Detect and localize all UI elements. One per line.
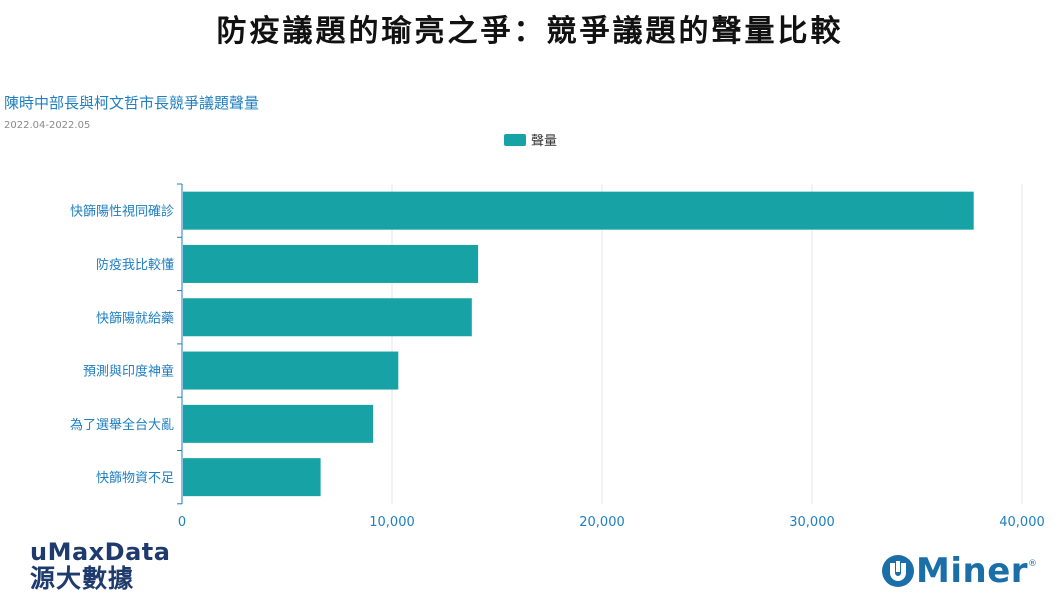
bar <box>183 298 472 337</box>
bar <box>183 404 374 443</box>
y-tick-label: 預測與印度神童 <box>83 364 174 380</box>
uminer-logo: Miner ® <box>880 553 1037 589</box>
x-tick-label: 20,000 <box>579 515 625 530</box>
y-tick-label: 快篩陽就給藥 <box>96 311 174 326</box>
bar <box>183 351 399 390</box>
chart-title: 陳時中部長與柯文哲市長競爭議題聲量 <box>4 94 260 112</box>
y-tick-label: 快篩陽性視同確診 <box>70 204 174 220</box>
umaxdata-logo: uMaxData 源大數據 <box>30 540 170 594</box>
y-tick-label: 快篩物資不足 <box>96 471 174 486</box>
bar <box>183 244 479 283</box>
y-tick-label: 防疫我比較懂 <box>96 257 174 273</box>
bar-chart: 快篩陽性視同確診防疫我比較懂快篩陽就給藥預測與印度神童為了選舉全台大亂快篩物資不… <box>70 133 1045 530</box>
x-tick-label: 30,000 <box>789 515 835 530</box>
uminer-logo-icon <box>882 555 914 587</box>
legend-swatch <box>504 134 526 146</box>
chart-subtitle: 2022.04-2022.05 <box>4 120 91 131</box>
bar <box>183 458 321 497</box>
legend-label: 聲量 <box>531 133 557 149</box>
page-title: 防疫議題的瑜亮之爭：競爭議題的聲量比較 <box>216 14 844 49</box>
x-tick-label: 10,000 <box>369 515 415 530</box>
x-tick-label: 40,000 <box>999 515 1045 530</box>
uminer-logo-text: Miner <box>916 551 1029 591</box>
uminer-registered-mark: ® <box>1028 559 1038 569</box>
x-tick-label: 0 <box>178 515 186 530</box>
umaxdata-logo-chinese: 源大數據 <box>30 564 135 593</box>
bar <box>183 191 974 230</box>
umaxdata-logo-text: uMaxData <box>30 538 171 566</box>
y-tick-label: 為了選舉全台大亂 <box>70 417 174 433</box>
